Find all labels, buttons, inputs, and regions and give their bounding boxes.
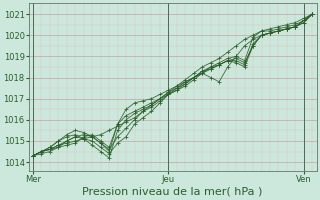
X-axis label: Pression niveau de la mer( hPa ): Pression niveau de la mer( hPa ) — [83, 187, 263, 197]
